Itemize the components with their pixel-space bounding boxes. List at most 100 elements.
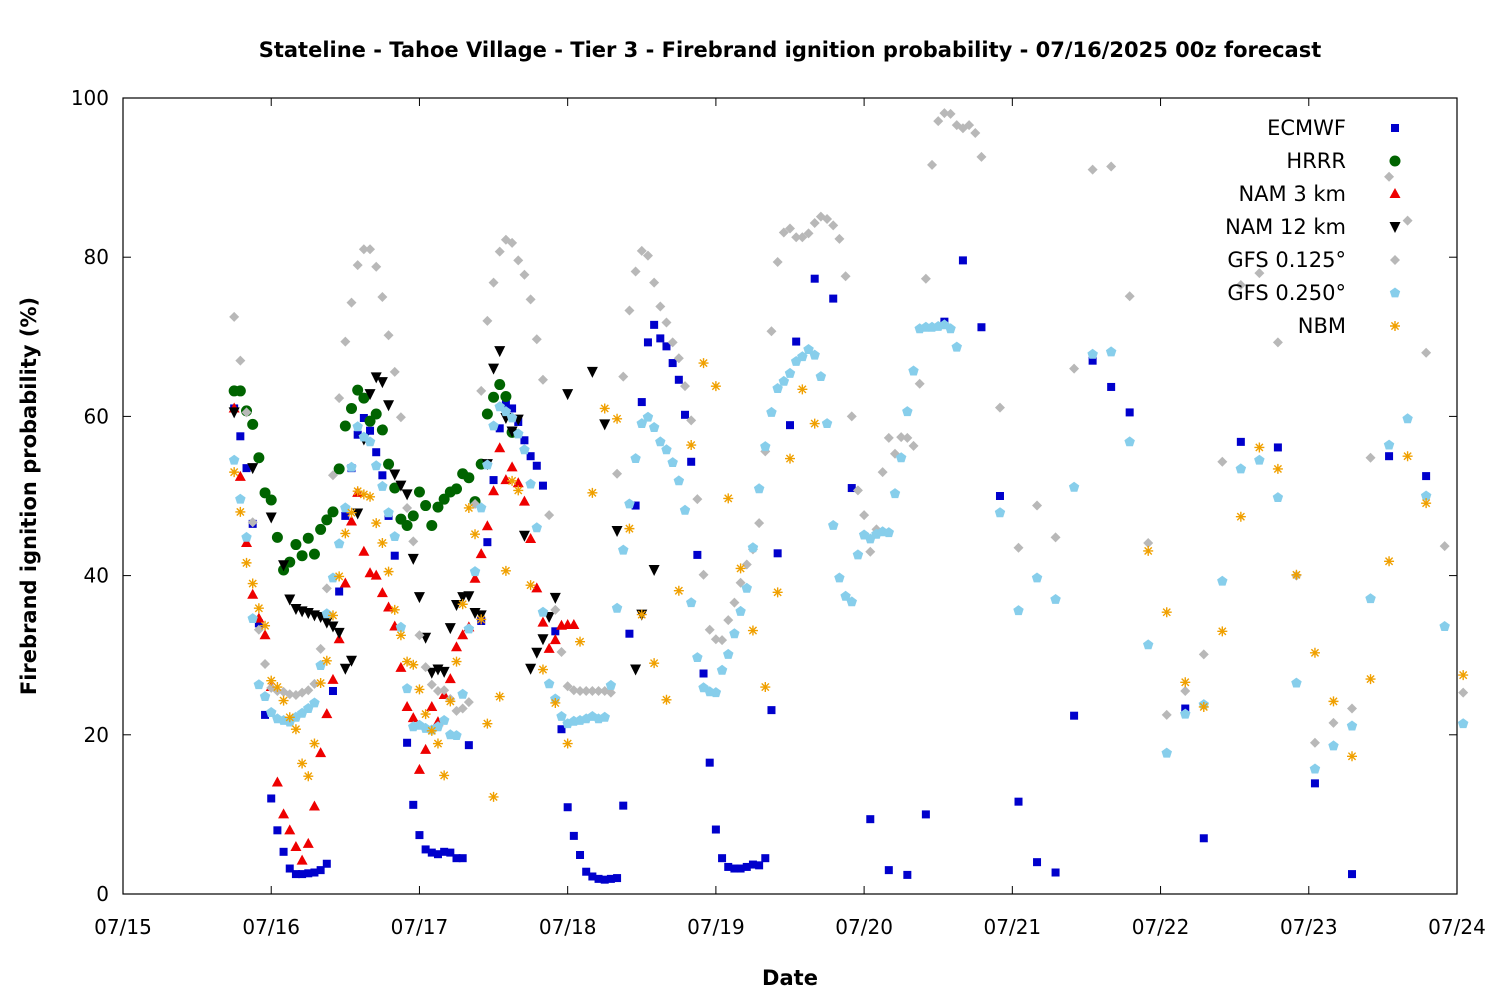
data-point xyxy=(451,641,462,652)
data-point xyxy=(1068,481,1080,492)
data-point xyxy=(1032,500,1043,511)
data-point xyxy=(420,500,432,512)
data-point xyxy=(1161,747,1172,758)
data-point xyxy=(518,530,530,542)
data-point xyxy=(747,542,759,553)
data-point xyxy=(1143,545,1154,556)
data-point xyxy=(637,398,646,407)
data-point xyxy=(500,391,512,402)
y-tick-label: 40 xyxy=(84,564,109,588)
data-point xyxy=(1439,541,1450,552)
data-point xyxy=(809,349,820,360)
data-point xyxy=(377,480,388,491)
data-point xyxy=(562,389,574,401)
data-point xyxy=(723,493,734,504)
legend-marker xyxy=(1391,124,1399,132)
data-point xyxy=(365,244,376,255)
x-tick-label: 07/20 xyxy=(835,915,893,939)
data-point xyxy=(346,461,357,472)
data-point xyxy=(376,424,388,436)
plot-area xyxy=(228,108,1469,884)
data-point xyxy=(543,678,555,689)
data-point xyxy=(364,436,376,447)
data-point xyxy=(378,471,387,480)
data-point xyxy=(303,685,314,696)
data-point xyxy=(1031,572,1043,583)
data-point xyxy=(1199,834,1208,843)
data-point xyxy=(413,486,425,498)
data-point xyxy=(507,237,518,248)
data-point xyxy=(582,867,591,876)
data-point xyxy=(383,566,394,577)
data-point xyxy=(235,355,246,366)
data-point xyxy=(457,688,468,699)
data-point xyxy=(346,655,358,667)
data-point xyxy=(488,485,500,496)
data-point xyxy=(611,526,623,538)
data-point xyxy=(352,486,363,497)
data-point xyxy=(1180,708,1191,719)
data-point xyxy=(488,277,499,288)
data-point xyxy=(1291,569,1302,580)
data-point xyxy=(310,868,319,877)
data-point xyxy=(370,408,382,420)
data-point xyxy=(334,571,345,582)
data-point xyxy=(605,687,616,698)
x-tick-label: 07/24 xyxy=(1428,915,1486,939)
data-point xyxy=(501,400,510,409)
data-point xyxy=(366,426,375,435)
data-point xyxy=(259,691,271,701)
legend-marker xyxy=(1390,255,1400,265)
data-point xyxy=(333,463,345,475)
data-point xyxy=(512,477,524,488)
data-point xyxy=(266,707,277,717)
data-point xyxy=(809,418,820,429)
data-point xyxy=(284,556,296,568)
data-point xyxy=(259,629,271,640)
data-point xyxy=(253,679,265,690)
data-point xyxy=(778,375,790,386)
data-point xyxy=(1198,649,1209,660)
data-point xyxy=(1050,594,1061,604)
data-point xyxy=(426,667,438,679)
data-point xyxy=(321,655,332,666)
data-point xyxy=(302,532,314,544)
data-point xyxy=(741,559,752,570)
data-point xyxy=(902,406,913,417)
data-point xyxy=(444,623,456,635)
data-point xyxy=(241,536,253,547)
data-point xyxy=(958,256,967,265)
data-point xyxy=(494,442,506,453)
data-point xyxy=(587,487,598,498)
data-point xyxy=(247,588,259,599)
legend-marker xyxy=(1389,188,1401,198)
data-point xyxy=(618,371,629,382)
data-point xyxy=(1365,452,1376,463)
data-point xyxy=(1420,490,1432,501)
data-point xyxy=(939,108,950,119)
data-point xyxy=(439,685,450,696)
data-point xyxy=(1402,413,1413,424)
data-point xyxy=(1309,737,1320,748)
legend: ECMWF HRRR NAM 3 km NAM 12 km GFS 0.125° GFS … xyxy=(1225,116,1401,338)
data-point xyxy=(1458,670,1469,681)
data-point xyxy=(488,420,499,431)
chart-title: Stateline - Tahoe Village - Tier 3 - Fir… xyxy=(259,38,1322,62)
data-point xyxy=(921,810,930,819)
data-point xyxy=(253,624,264,635)
data-point xyxy=(717,635,728,646)
data-point xyxy=(698,358,709,369)
data-point xyxy=(803,228,814,239)
data-point xyxy=(568,618,580,629)
data-point xyxy=(457,599,468,610)
data-point xyxy=(463,472,475,484)
data-point xyxy=(260,658,271,669)
data-point xyxy=(395,621,407,632)
data-point xyxy=(674,375,683,384)
x-tick-label: 07/21 xyxy=(984,915,1042,939)
data-point xyxy=(383,458,395,470)
data-point xyxy=(766,406,777,417)
data-point xyxy=(242,464,251,473)
data-point xyxy=(847,484,856,493)
data-point xyxy=(642,411,654,422)
